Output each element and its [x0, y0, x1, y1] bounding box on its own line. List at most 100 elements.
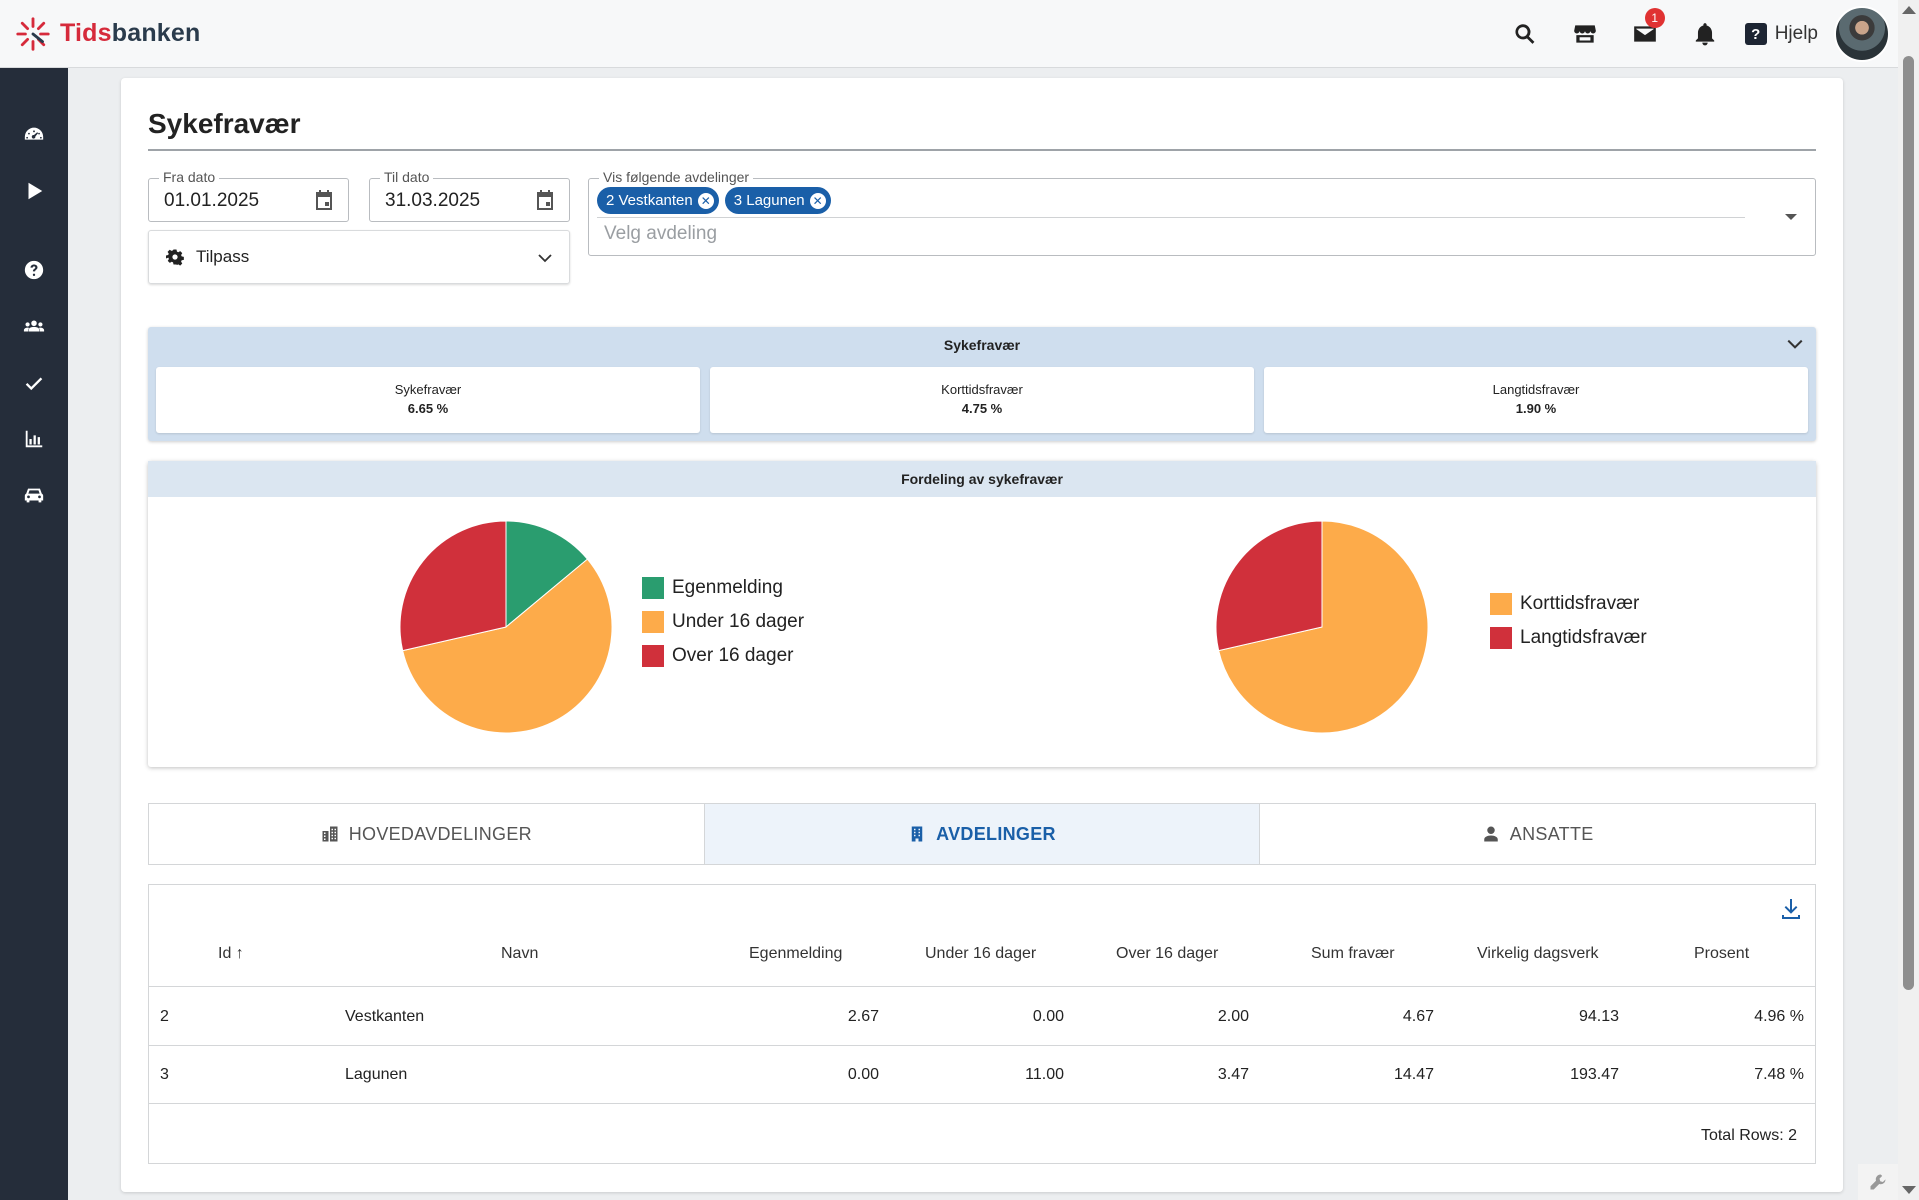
customize-label: Tilpass: [196, 247, 250, 266]
building-icon: [322, 826, 338, 842]
column-header-id[interactable]: Id ↑: [218, 945, 244, 962]
summary-header: Sykefravær: [943, 337, 1021, 353]
total-rows: Total Rows: 2: [1700, 1127, 1797, 1144]
chevron-down-icon[interactable]: [1786, 335, 1804, 353]
mail-button[interactable]: 1: [1615, 0, 1675, 68]
wrench-icon: [1870, 1174, 1886, 1190]
sidebar-item-travel[interactable]: [0, 475, 68, 515]
store-icon: [1573, 25, 1596, 43]
stat-card-sick-leave: Sykefravær 6.65 %: [156, 367, 700, 433]
download-icon[interactable]: [1779, 897, 1803, 921]
devtools-button[interactable]: [1858, 1164, 1898, 1200]
from-date-value[interactable]: 01.01.2025: [164, 190, 260, 211]
legend-label: Over 16 dager: [672, 645, 794, 666]
departments-input[interactable]: Velg avdeling: [604, 223, 718, 244]
summary-panel: Sykefravær Sykefravær 6.65 % Korttidsfra…: [148, 327, 1816, 441]
table-row[interactable]: 2 Vestkanten 2.67 0.00 2.00 4.67 94.13 4…: [149, 988, 1815, 1046]
envelope-icon: [1633, 26, 1656, 42]
sidebar-item-reports[interactable]: [0, 419, 68, 459]
user-icon: [1484, 826, 1498, 842]
legend-item[interactable]: Korttidsfravær: [1490, 587, 1647, 621]
tab-main-departments[interactable]: HOVEDAVDELINGER: [149, 804, 705, 864]
sidebar-item-employees[interactable]: [0, 306, 68, 346]
pie-slice-langtidsfravær[interactable]: [1215, 520, 1323, 652]
scroll-down-arrow[interactable]: [1902, 1186, 1916, 1194]
departments-table: Id ↑ Navn Egenmelding Under 16 dager Ove…: [148, 884, 1816, 1164]
table-header: Id ↑ Navn Egenmelding Under 16 dager Ove…: [149, 921, 1815, 987]
store-button[interactable]: [1555, 0, 1615, 68]
notifications-button[interactable]: [1675, 0, 1735, 68]
legend-item[interactable]: Egenmelding: [642, 571, 804, 605]
column-header-over-16[interactable]: Over 16 dager: [1116, 945, 1219, 962]
office-icon: [911, 826, 923, 842]
pie-slice-over-16-dager[interactable]: [399, 520, 507, 652]
column-header-sum[interactable]: Sum fravær: [1311, 945, 1395, 962]
legend-label: Langtidsfravær: [1520, 627, 1647, 648]
brand-name: Tidsbanken: [60, 19, 201, 47]
tab-employees[interactable]: ANSATTE: [1260, 804, 1815, 864]
pie-slice-korttidsfravær[interactable]: [1218, 520, 1429, 734]
selected-departments: 2 Vestkanten ✕ 3 Lagunen ✕: [597, 187, 831, 214]
scroll-up-arrow[interactable]: [1902, 6, 1916, 14]
input-underline: [597, 217, 1745, 218]
legend-item[interactable]: Over 16 dager: [642, 639, 804, 673]
legend-item[interactable]: Langtidsfravær: [1490, 621, 1647, 655]
remove-chip-icon[interactable]: ✕: [809, 192, 826, 209]
search-button[interactable]: [1495, 0, 1555, 68]
check-icon: [25, 377, 43, 391]
pie-chart-duration: [1215, 520, 1429, 734]
legend-swatch: [1490, 593, 1512, 615]
pie-slice-under-16-dager[interactable]: [402, 558, 613, 734]
to-date-label: Til dato: [380, 169, 434, 185]
legend-swatch: [642, 611, 664, 633]
column-header-percent[interactable]: Prosent: [1694, 945, 1750, 962]
page-title: Sykefravær: [148, 108, 301, 139]
scrollbar-thumb[interactable]: [1903, 56, 1914, 990]
column-header-name[interactable]: Navn: [501, 945, 539, 962]
departments-label: Vis følgende avdelinger: [599, 169, 754, 185]
logo[interactable]: Tidsbanken: [14, 15, 200, 53]
stat-card-long-term: Langtidsfravær 1.90 %: [1264, 367, 1808, 433]
remove-chip-icon[interactable]: ✕: [697, 192, 714, 209]
customize-dropdown[interactable]: Tilpass: [148, 230, 570, 284]
sidebar-item-dashboard[interactable]: [0, 115, 68, 155]
main-card: Sykefravær Fra dato 01.01.2025 Til dato …: [121, 78, 1843, 1192]
help-circle-icon: [24, 260, 44, 280]
car-icon: [24, 488, 44, 503]
sidebar-item-play[interactable]: [0, 171, 68, 211]
users-icon: [23, 320, 45, 332]
question-icon: ?: [1744, 23, 1767, 45]
department-chip[interactable]: 3 Lagunen ✕: [724, 187, 831, 214]
pie-chart-duration-legend: Korttidsfravær Langtidsfravær: [1490, 587, 1647, 655]
to-date-value[interactable]: 31.03.2025: [385, 190, 481, 211]
top-bar: Tidsbanken 1 ? Hjelp: [0, 0, 1898, 68]
caret-down-icon[interactable]: [1785, 214, 1797, 220]
tab-departments[interactable]: AVDELINGER: [704, 804, 1261, 864]
title-divider: [148, 149, 1816, 151]
sidebar-item-help[interactable]: [0, 250, 68, 290]
chevron-down-icon: [538, 254, 552, 263]
help-button[interactable]: ? Hjelp: [1744, 23, 1818, 45]
sidebar-item-approve[interactable]: [0, 363, 68, 403]
legend-swatch: [642, 645, 664, 667]
departments-select[interactable]: Vis følgende avdelinger 2 Vestkanten ✕ 3…: [588, 169, 1816, 256]
calendar-icon[interactable]: [312, 188, 336, 212]
play-icon: [28, 182, 43, 200]
help-label: Hjelp: [1774, 23, 1818, 44]
column-header-workdays[interactable]: Virkelig dagsverk: [1477, 945, 1599, 962]
department-chip[interactable]: 2 Vestkanten ✕: [597, 187, 719, 214]
calendar-icon[interactable]: [533, 188, 557, 212]
column-header-under-16[interactable]: Under 16 dager: [925, 945, 1037, 962]
pie-slice-egenmelding[interactable]: [505, 520, 589, 629]
column-header-self-reported[interactable]: Egenmelding: [749, 945, 843, 962]
pie-chart-type-legend: Egenmelding Under 16 dager Over 16 dager: [642, 571, 804, 673]
stat-card-short-term: Korttidsfravær 4.75 %: [710, 367, 1254, 433]
from-date-field[interactable]: Fra dato 01.01.2025: [148, 169, 349, 222]
avatar[interactable]: [1834, 6, 1890, 62]
table-row[interactable]: 3 Lagunen 0.00 11.00 3.47 14.47 193.47 7…: [149, 1046, 1815, 1104]
to-date-field[interactable]: Til dato 31.03.2025: [369, 169, 570, 222]
pie-chart-type: [399, 520, 613, 734]
vertical-scrollbar[interactable]: [1898, 0, 1919, 1200]
from-date-label: Fra dato: [159, 169, 220, 185]
legend-item[interactable]: Under 16 dager: [642, 605, 804, 639]
